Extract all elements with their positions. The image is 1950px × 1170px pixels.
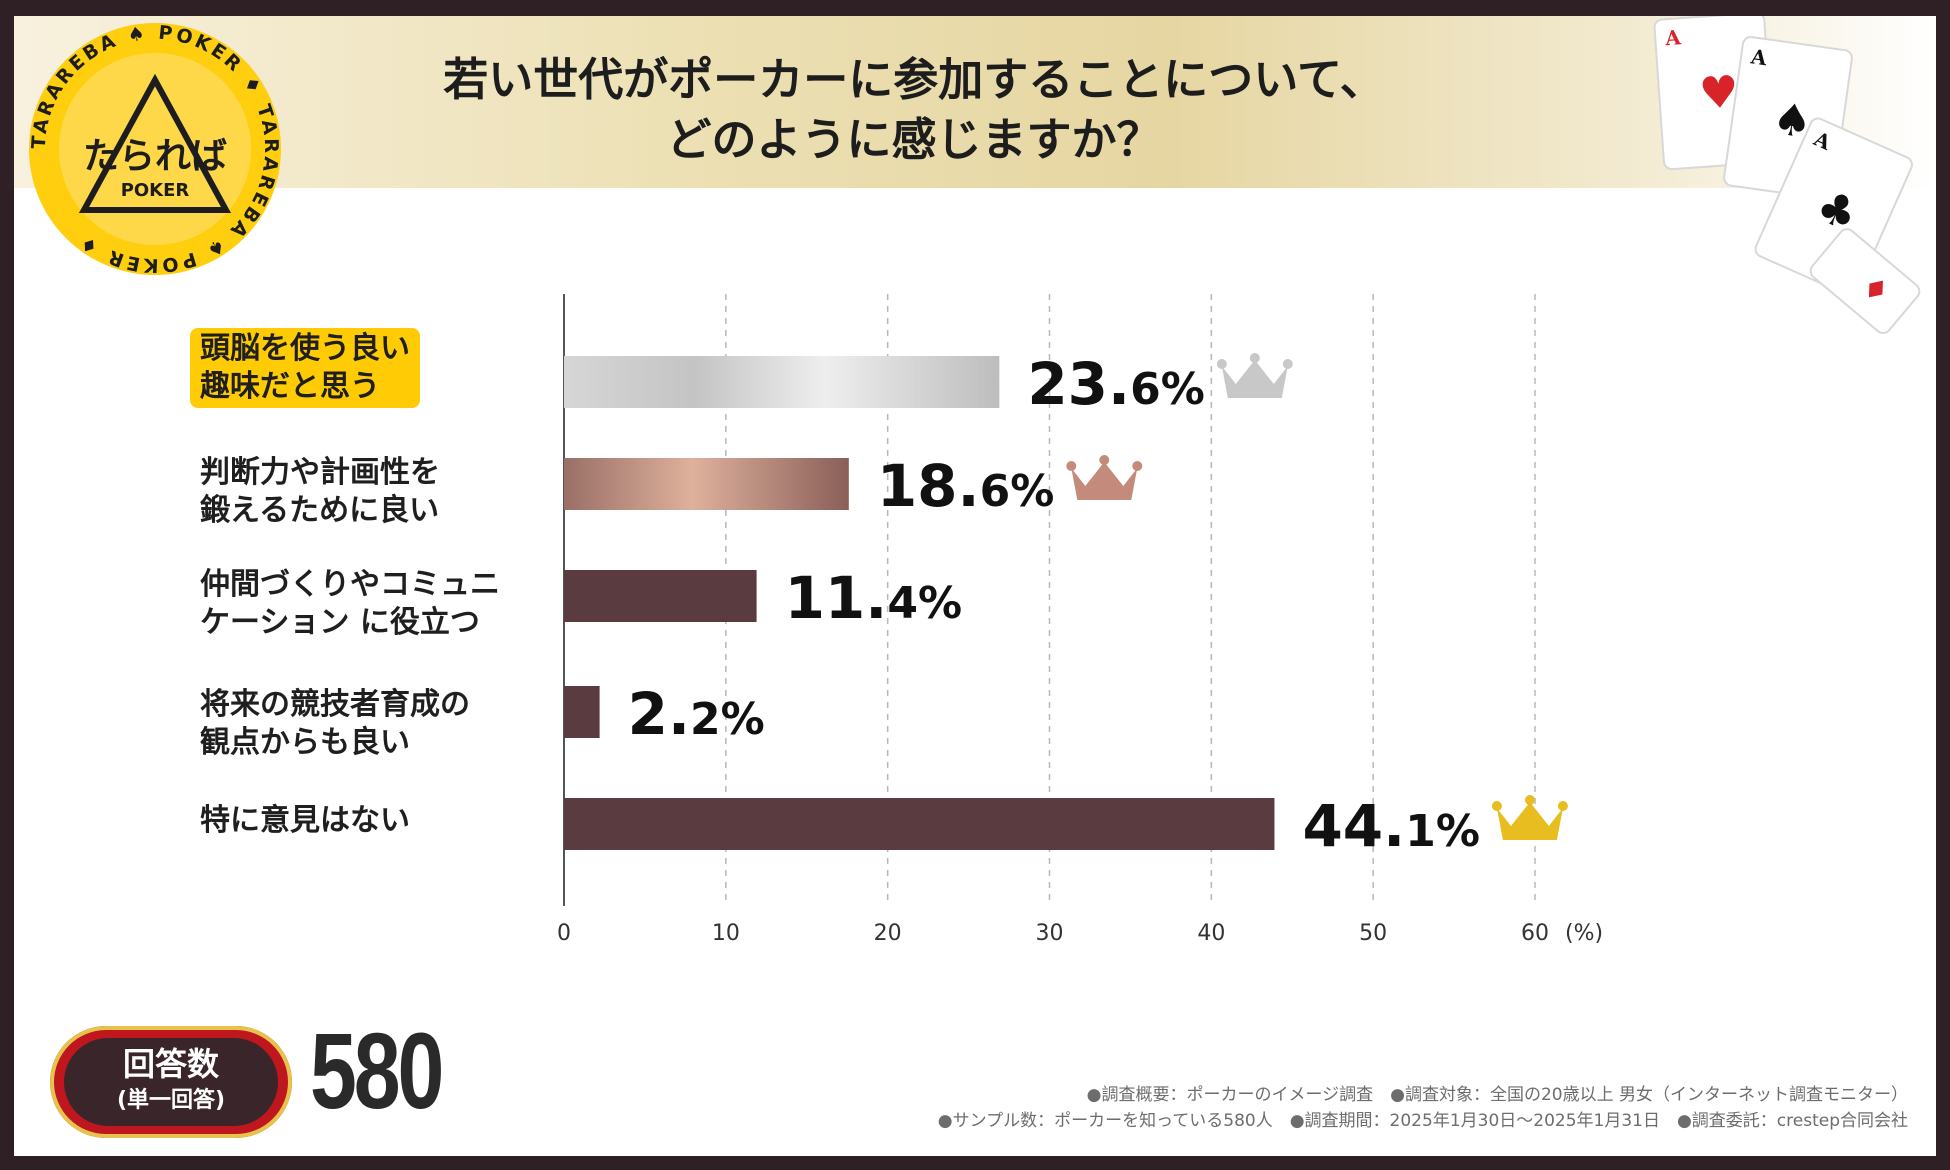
crown-jewel — [1524, 795, 1535, 805]
bar — [564, 570, 757, 622]
x-tick-label: 50 — [1359, 921, 1387, 946]
category-label-3: 仲間づくりやコミュニ ケーション に役立つ — [200, 567, 500, 640]
playing-cards-decoration: A ♥ A ♠ A ♣ ♦ — [1653, 16, 1921, 334]
crown-jewel — [1557, 801, 1568, 811]
x-tick-label: 10 — [712, 921, 740, 946]
x-tick-label: 40 — [1197, 921, 1225, 946]
svg-text:A: A — [1749, 44, 1769, 70]
x-tick-label: 20 — [874, 921, 902, 946]
value-label: 23.6% — [1027, 350, 1204, 418]
crown-jewel — [1099, 455, 1110, 465]
answer-count-badge: 回答数 (単一回答) — [50, 1026, 292, 1138]
crown-icon — [1221, 360, 1288, 398]
answer-count-label: 回答数 — [122, 1045, 219, 1083]
category-label-1: 頭脳を使う良い 趣味だと思う — [190, 328, 420, 408]
bar — [564, 686, 600, 738]
answer-type-label: (単一回答) — [116, 1088, 226, 1113]
crown-jewel — [1216, 359, 1227, 369]
crown-jewel — [1066, 461, 1077, 471]
crown-jewel — [1491, 801, 1502, 811]
answer-count-value: 580 — [310, 1010, 444, 1131]
value-label: 18.6% — [877, 452, 1054, 520]
infographic-frame: TARAREBA ♠ POKER ♦ TARAREBA ♠ POKER ♦ たら… — [14, 16, 1936, 1156]
crown-icon — [1496, 802, 1563, 840]
footnote-line-1: ●調査概要：ポーカーのイメージ調査 ●調査対象：全国の20歳以上 男女（インター… — [1086, 1085, 1908, 1105]
header-band — [14, 16, 1936, 188]
crown-icon — [1071, 462, 1138, 500]
bar-chart: 0 10 20 30 40 50 60 (%) 23.6% 18.6% 11.4% 2.2% 44.1% — [557, 294, 1603, 946]
survey-question-title: 若い世代がポーカーに参加することについて、 どのように感じますか？ — [314, 50, 1514, 170]
svg-text:A: A — [1663, 25, 1682, 50]
logo-main-text: たられば — [83, 136, 227, 177]
bar — [564, 798, 1275, 850]
x-tick-label: 0 — [557, 921, 571, 946]
value-label: 44.1% — [1302, 792, 1479, 860]
crown-jewel — [1249, 353, 1260, 363]
x-tick-label: 30 — [1036, 921, 1064, 946]
category-label-5: 特に意見はない — [200, 803, 410, 838]
title-line-2: どのように感じますか？ — [666, 113, 1162, 166]
bar — [564, 356, 1000, 408]
logo-sub-text: POKER — [121, 180, 190, 201]
value-label: 11.4% — [785, 564, 962, 632]
crown-jewel — [1132, 461, 1143, 471]
footnote-line-2: ●サンプル数：ポーカーを知っている580人 ●調査期間：2025年1月30日～2… — [937, 1111, 1908, 1131]
title-line-1: 若い世代がポーカーに参加することについて、 — [443, 53, 1385, 106]
category-label-2: 判断力や計画性を 鍛えるために良い — [200, 455, 440, 528]
value-label: 2.2% — [628, 680, 765, 748]
tarareba-poker-logo: TARAREBA ♠ POKER ♦ TARAREBA ♠ POKER ♦ たら… — [28, 22, 281, 276]
category-label-4: 将来の競技者育成の 観点からも良い — [200, 687, 470, 760]
x-unit-label: (%) — [1565, 921, 1603, 946]
crown-jewel — [1282, 359, 1293, 369]
x-tick-label: 60 — [1521, 921, 1549, 946]
bar — [564, 458, 849, 510]
